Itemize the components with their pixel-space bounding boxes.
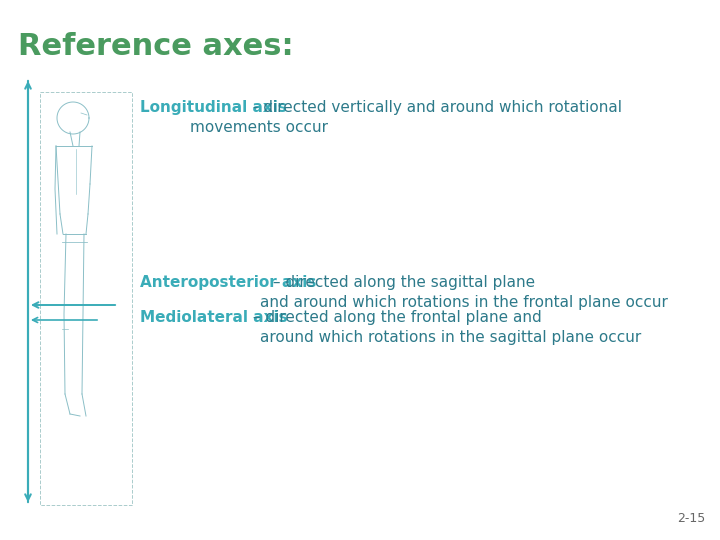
Text: – directed along the sagittal plane: – directed along the sagittal plane — [268, 275, 535, 290]
Text: around which rotations in the sagittal plane occur: around which rotations in the sagittal p… — [260, 330, 642, 345]
Text: - directed vertically and around which rotational: - directed vertically and around which r… — [248, 100, 623, 115]
Text: Anteroposterior axis: Anteroposterior axis — [140, 275, 316, 290]
Text: 2-15: 2-15 — [677, 512, 705, 525]
Text: Mediolateral axis: Mediolateral axis — [140, 310, 287, 325]
Text: and around which rotations in the frontal plane occur: and around which rotations in the fronta… — [260, 295, 668, 310]
Text: – directed along the frontal plane and: – directed along the frontal plane and — [248, 310, 542, 325]
Text: movements occur: movements occur — [190, 120, 328, 135]
Text: Longitudinal axis: Longitudinal axis — [140, 100, 287, 115]
Text: Reference axes:: Reference axes: — [18, 32, 294, 61]
